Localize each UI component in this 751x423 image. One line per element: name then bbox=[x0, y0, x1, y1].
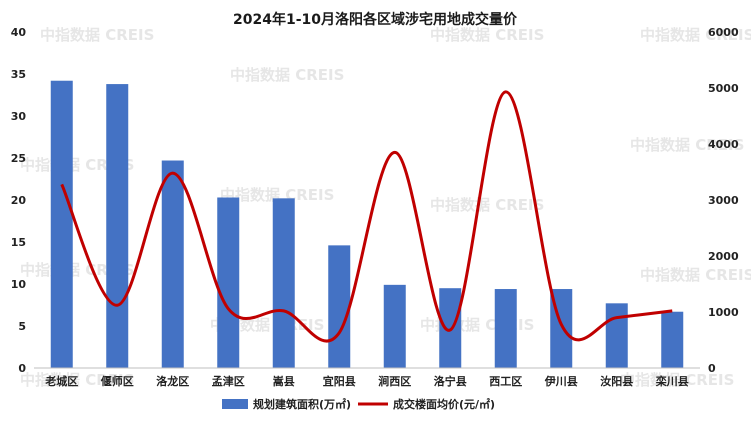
category-label: 嵩县 bbox=[273, 374, 295, 388]
watermark-text: 中指数据 CREIS bbox=[20, 261, 134, 279]
left-tick-label: 40 bbox=[11, 26, 27, 39]
bar bbox=[328, 245, 351, 368]
watermark-text: 中指数据 CREIS bbox=[430, 196, 544, 214]
category-label: 洛宁县 bbox=[434, 374, 467, 388]
right-tick-label: 6000 bbox=[708, 26, 739, 39]
watermark-text: 中指数据 CREIS bbox=[20, 371, 134, 389]
bar bbox=[161, 160, 184, 368]
right-tick-label: 1000 bbox=[708, 306, 739, 319]
watermark-text: 中指数据 CREIS bbox=[230, 66, 344, 84]
legend-bar-swatch bbox=[222, 399, 248, 409]
bar bbox=[605, 303, 628, 368]
category-label: 偃师区 bbox=[101, 374, 134, 388]
bar bbox=[217, 197, 240, 368]
category-label: 栾川县 bbox=[655, 374, 689, 388]
watermark-text: 中指数据 CREIS bbox=[430, 26, 544, 44]
bar bbox=[661, 311, 684, 368]
bar bbox=[272, 198, 295, 368]
category-label: 伊川县 bbox=[544, 374, 578, 388]
legend-line-label: 成交楼面均价(元/㎡) bbox=[393, 397, 495, 411]
category-label: 老城区 bbox=[44, 374, 78, 388]
left-tick-label: 35 bbox=[11, 68, 26, 81]
watermark-text: 中指数据 CREIS bbox=[630, 136, 744, 154]
category-label: 西工区 bbox=[489, 375, 522, 388]
left-tick-label: 30 bbox=[11, 110, 27, 123]
left-tick-label: 5 bbox=[18, 320, 26, 333]
chart-title: 2024年1-10月洛阳各区域涉宅用地成交量价 bbox=[233, 11, 518, 28]
bar bbox=[494, 289, 517, 368]
price-line bbox=[60, 90, 673, 343]
watermark-text: 中指数据 CREIS bbox=[620, 371, 734, 389]
right-tick-label: 3000 bbox=[708, 194, 739, 207]
watermark-text: 中指数据 CREIS bbox=[420, 316, 534, 334]
watermark-text: 中指数据 CREIS bbox=[220, 186, 334, 204]
right-tick-label: 4000 bbox=[708, 138, 739, 151]
watermark-text: 中指数据 CREIS bbox=[640, 26, 751, 44]
right-tick-label: 5000 bbox=[708, 82, 739, 95]
category-label: 孟津区 bbox=[212, 374, 245, 388]
category-label: 涧西区 bbox=[378, 375, 411, 388]
watermark-text: 中指数据 CREIS bbox=[640, 266, 751, 284]
category-labels: 老城区 偃师区 洛龙区 孟津区 嵩县 宜阳县 涧西区 洛宁县 西工区 伊川县 汝阳县 栾川县 bbox=[44, 374, 689, 388]
bar bbox=[50, 80, 73, 368]
category-label: 宜阳县 bbox=[323, 374, 356, 388]
bar bbox=[383, 284, 406, 368]
left-tick-label: 15 bbox=[11, 236, 26, 249]
bar bbox=[106, 84, 129, 368]
left-tick-label: 0 bbox=[18, 362, 26, 375]
bar-series bbox=[50, 80, 684, 368]
legend-bar-label: 规划建筑面积(万㎡) bbox=[253, 397, 351, 411]
left-tick-label: 25 bbox=[11, 152, 26, 165]
watermark-text: 中指数据 CREIS bbox=[20, 156, 134, 174]
left-tick-label: 20 bbox=[11, 194, 27, 207]
left-axis: 0 5 10 15 20 25 30 35 40 bbox=[11, 26, 27, 375]
category-label: 洛龙区 bbox=[156, 374, 189, 388]
right-tick-label: 0 bbox=[708, 362, 716, 375]
right-tick-label: 2000 bbox=[708, 250, 739, 263]
legend: 规划建筑面积(万㎡) 成交楼面均价(元/㎡) bbox=[222, 397, 495, 411]
category-label: 汝阳县 bbox=[600, 374, 633, 388]
right-axis: 0 1000 2000 3000 4000 5000 6000 bbox=[708, 26, 739, 375]
watermark-text: 中指数据 CREIS bbox=[40, 26, 154, 44]
left-tick-label: 10 bbox=[11, 278, 27, 291]
